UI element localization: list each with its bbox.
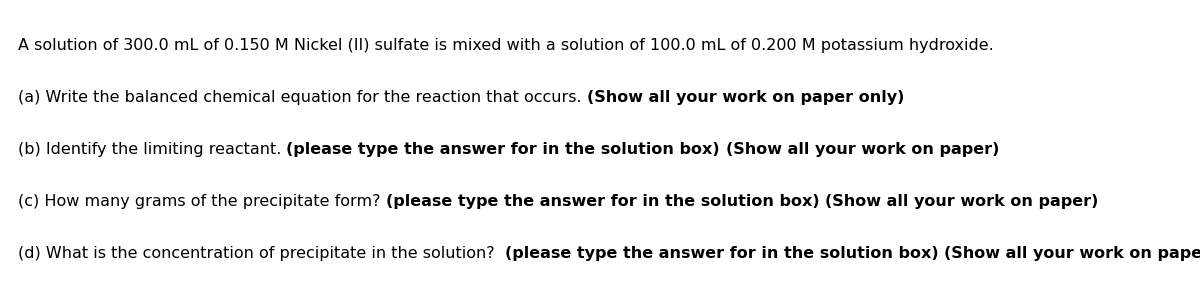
Text: (please type the answer for in the solution box): (please type the answer for in the solut… xyxy=(287,142,726,157)
Text: (b) Identify the limiting reactant.: (b) Identify the limiting reactant. xyxy=(18,142,287,157)
Text: (c) How many grams of the precipitate form?: (c) How many grams of the precipitate fo… xyxy=(18,194,385,209)
Text: (Show all your work on paper): (Show all your work on paper) xyxy=(824,194,1098,209)
Text: (please type the answer for in the solution box): (please type the answer for in the solut… xyxy=(385,194,824,209)
Text: (Show all your work on paper): (Show all your work on paper) xyxy=(944,246,1200,261)
Text: (Show all your work on paper only): (Show all your work on paper only) xyxy=(587,90,904,105)
Text: (a) Write the balanced chemical equation for the reaction that occurs.: (a) Write the balanced chemical equation… xyxy=(18,90,587,105)
Text: A solution of 300.0 mL of 0.150 M Nickel (II) sulfate is mixed with a solution o: A solution of 300.0 mL of 0.150 M Nickel… xyxy=(18,38,994,53)
Text: (Show all your work on paper): (Show all your work on paper) xyxy=(726,142,1000,157)
Text: (please type the answer for in the solution box): (please type the answer for in the solut… xyxy=(505,246,944,261)
Text: (d) What is the concentration of precipitate in the solution?: (d) What is the concentration of precipi… xyxy=(18,246,505,261)
